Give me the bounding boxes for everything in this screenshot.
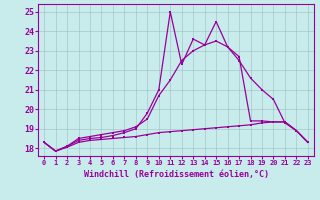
X-axis label: Windchill (Refroidissement éolien,°C): Windchill (Refroidissement éolien,°C) <box>84 170 268 179</box>
